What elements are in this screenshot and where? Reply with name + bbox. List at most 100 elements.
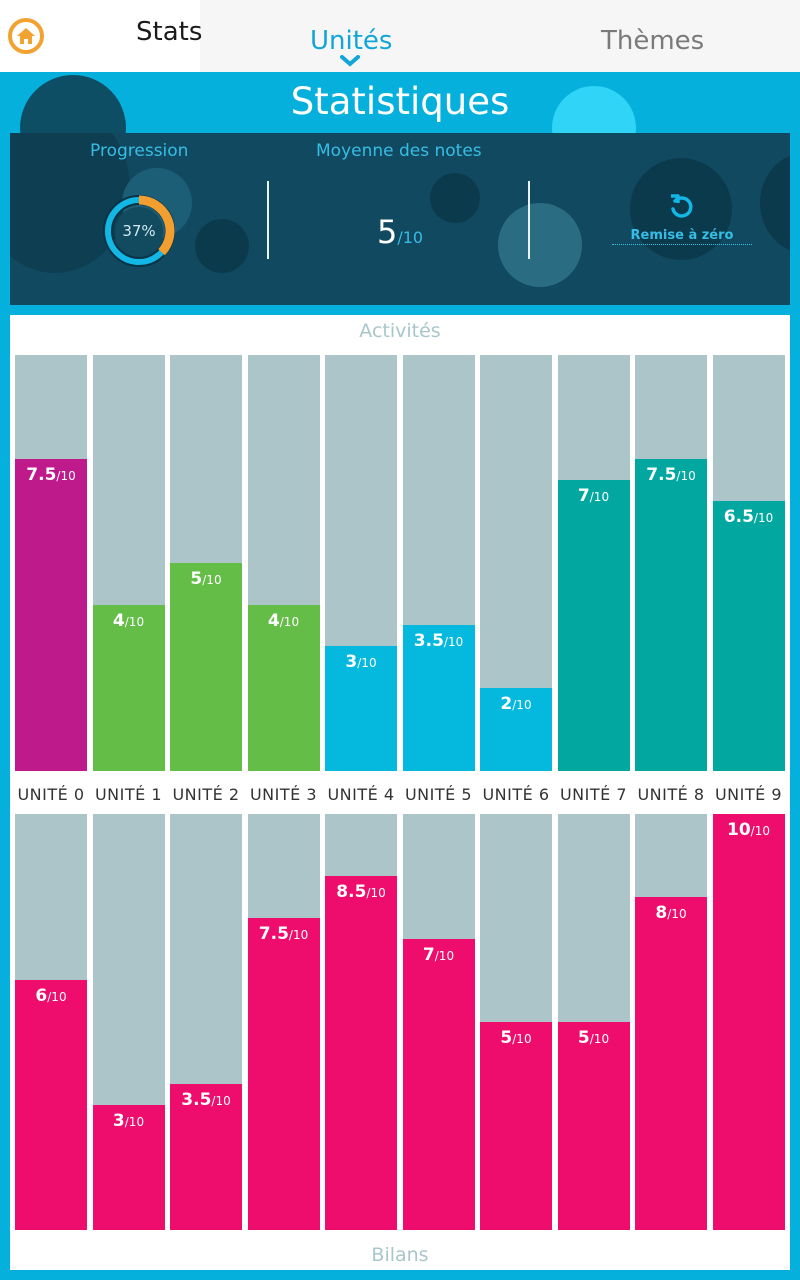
bilans-bar-value: 6/10 (15, 986, 87, 1006)
bilans-bar[interactable]: 7/10 (402, 938, 475, 1230)
bar-value-number: 7.5 (646, 465, 677, 485)
tab-themes[interactable]: Thèmes (601, 26, 705, 56)
bar-value-number: 4 (112, 610, 125, 631)
bar-value-number: 5 (190, 569, 203, 589)
activites-bar[interactable]: 7.5/10 (15, 459, 87, 771)
stats-summary-panel: Progression 37% Moyenne des notes 5/10 R… (10, 133, 790, 305)
activites-bar-value: 5/10 (170, 569, 242, 589)
bilans-bar-value: 3/10 (93, 1111, 165, 1131)
bar-value-denom: /10 (202, 573, 222, 587)
activites-bar-track: 2/10 (480, 355, 552, 771)
tab-stats[interactable]: Stats (136, 17, 203, 47)
tab-unites[interactable]: Unités (310, 26, 393, 56)
bar-value-number: 7 (422, 944, 435, 965)
bilans-bar-track: 3/10 (92, 814, 165, 1230)
activites-bar-track: 6.5/10 (712, 355, 785, 771)
bar-value-denom: /10 (589, 489, 610, 504)
bar-value-denom: /10 (753, 510, 774, 525)
bar-value-denom: /10 (366, 886, 386, 901)
bilans-bar[interactable]: 8.5/10 (325, 876, 397, 1230)
bilans-bar-track: 7/10 (402, 814, 475, 1230)
bilans-bar-value: 5/10 (480, 1028, 552, 1048)
bilans-bar[interactable]: 3.5/10 (170, 1084, 242, 1230)
progression-value: 37% (122, 222, 156, 240)
activites-bar[interactable]: 4/10 (92, 604, 165, 771)
bilans-bar-track: 6/10 (15, 814, 87, 1230)
activites-bar[interactable]: 6.5/10 (712, 500, 785, 771)
bilans-bar-track: 8.5/10 (325, 814, 397, 1230)
activites-bar-value: 4/10 (248, 611, 320, 631)
bar-value-denom: /10 (288, 928, 309, 942)
bar-value-number: 7.5 (26, 465, 57, 485)
unit-label: UNITÉ 6 (482, 785, 550, 804)
bilans-bar[interactable]: 5/10 (557, 1022, 630, 1230)
tab-bar-background (200, 0, 800, 72)
home-button[interactable] (8, 18, 44, 54)
top-tab-bar: Stats Unités Thèmes (0, 0, 800, 72)
bilans-bar-value: 8/10 (635, 903, 707, 923)
bar-value-number: 8 (655, 903, 668, 924)
activites-bar[interactable]: 7.5/10 (635, 459, 707, 771)
bilans-bar[interactable]: 10/10 (712, 814, 785, 1230)
unit-label: UNITÉ 1 (94, 785, 163, 804)
divider (528, 181, 530, 259)
bar-value-denom: /10 (124, 1115, 145, 1130)
bilans-bar[interactable]: 5/10 (480, 1022, 552, 1230)
activites-bar[interactable]: 4/10 (247, 604, 320, 771)
activites-bar-value: 4/10 (93, 611, 165, 631)
bar-value-denom: /10 (47, 990, 67, 1005)
bar-value-denom: /10 (750, 824, 770, 838)
activites-bar[interactable]: 2/10 (480, 687, 552, 771)
bar-value-number: 7 (577, 485, 590, 506)
activites-bar-track: 7.5/10 (635, 355, 707, 771)
bar-value-denom: /10 (512, 697, 532, 712)
bar-value-denom: /10 (589, 1032, 610, 1046)
activites-bar[interactable]: 7/10 (557, 479, 630, 771)
bar-value-denom: /10 (512, 1032, 532, 1046)
bilans-bar-value: 10/10 (713, 820, 785, 840)
bilans-bar-track: 5/10 (480, 814, 552, 1230)
unit-label: UNITÉ 7 (559, 785, 628, 804)
reset-button[interactable]: Remise à zéro (612, 158, 752, 260)
activites-bar-track: 4/10 (92, 355, 165, 771)
unit-label: UNITÉ 0 (17, 785, 85, 804)
bar-value-number: 5 (500, 1028, 513, 1048)
bilans-bar-track: 3.5/10 (170, 814, 242, 1230)
bilans-bar[interactable]: 6/10 (15, 980, 87, 1230)
unit-label: UNITÉ 4 (327, 785, 395, 804)
bilans-bar-value: 7/10 (403, 945, 475, 965)
bar-value-number: 4 (267, 610, 280, 631)
bar-value-number: 10 (727, 820, 751, 840)
progression-label: Progression (90, 141, 189, 161)
bilans-bar-track: 10/10 (712, 814, 785, 1230)
activites-bar[interactable]: 3/10 (325, 646, 397, 771)
bar-value-number: 3 (345, 652, 358, 673)
divider (267, 181, 269, 259)
activites-bar-value: 7.5/10 (635, 465, 707, 485)
activites-bar-track: 7/10 (557, 355, 630, 771)
decorative-bubble (430, 173, 480, 223)
page-title: Statistiques (290, 80, 510, 123)
activites-bar-value: 6.5/10 (713, 507, 785, 527)
moyenne-number: 5 (377, 213, 398, 251)
activites-bar-track: 5/10 (170, 355, 242, 771)
activites-title: Activités (359, 320, 441, 342)
decorative-bubble (498, 203, 582, 287)
unit-label: UNITÉ 8 (637, 785, 705, 804)
bilans-bar[interactable]: 7.5/10 (247, 918, 320, 1230)
activites-bar-value: 7.5/10 (15, 465, 87, 485)
activites-bar[interactable]: 5/10 (170, 563, 242, 771)
activites-bar-track: 3.5/10 (402, 355, 475, 771)
bilans-bar-value: 8.5/10 (325, 882, 397, 902)
activites-bar[interactable]: 3.5/10 (402, 625, 475, 771)
bar-value-denom: /10 (124, 614, 145, 629)
bilans-bar[interactable]: 3/10 (92, 1105, 165, 1230)
bilans-bar-value: 5/10 (558, 1028, 630, 1048)
chevron-down-icon (340, 55, 360, 67)
bar-value-denom: /10 (676, 469, 696, 483)
unit-label: UNITÉ 5 (404, 785, 473, 804)
charts-card: Activités Bilans 7.5/10 4/10 5/10 4/10 3/10 3… (10, 315, 790, 1270)
bilans-bar[interactable]: 8/10 (635, 897, 707, 1230)
bar-value-number: 3.5 (413, 631, 444, 652)
bar-value-number: 6 (35, 986, 48, 1007)
